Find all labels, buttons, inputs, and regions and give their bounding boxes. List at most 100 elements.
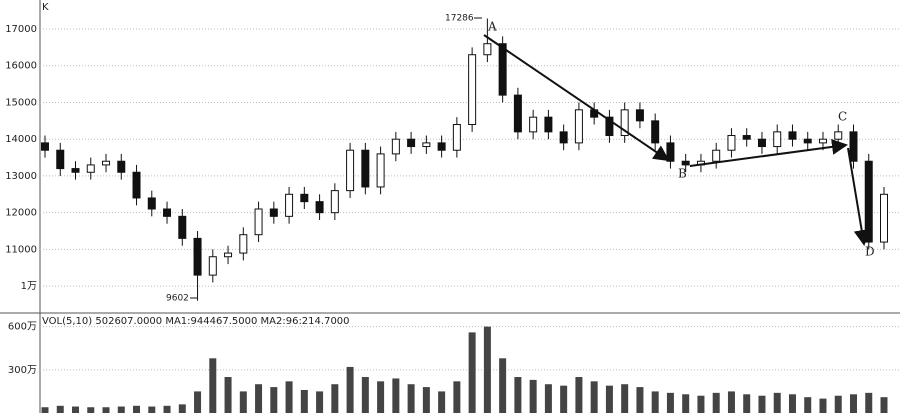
volume-bar — [773, 392, 781, 413]
volume-bar — [483, 326, 491, 413]
volume-bar — [41, 407, 49, 413]
y-tick-label: 14000 — [5, 134, 37, 145]
volume-bar — [239, 391, 247, 413]
volume-bar — [743, 394, 751, 413]
candle-body — [651, 120, 660, 144]
candle-body — [224, 252, 233, 258]
volume-bar — [499, 358, 507, 413]
candle-body — [452, 124, 461, 151]
candle-body — [483, 43, 492, 56]
volume-bar — [102, 407, 110, 413]
volume-bar — [255, 384, 263, 413]
volume-bar — [682, 394, 690, 413]
volume-bar — [758, 395, 766, 413]
volume-bar — [514, 377, 522, 413]
candle-body — [712, 149, 721, 162]
volume-bar — [194, 391, 202, 413]
y-tick-label: 15000 — [5, 97, 37, 108]
volume-bar — [865, 392, 873, 413]
volume-bar — [651, 391, 659, 413]
volume-bar — [438, 391, 446, 413]
candle-body — [468, 54, 477, 126]
candle-body — [239, 234, 248, 254]
volume-bar — [300, 389, 308, 413]
candle-body — [788, 131, 797, 140]
candle-body — [437, 142, 446, 151]
y-tick-label: 13000 — [5, 171, 37, 182]
volume-bar — [468, 332, 476, 413]
volume-bar — [331, 384, 339, 413]
volume-bar — [590, 381, 598, 413]
volume-bar — [697, 395, 705, 413]
candle-body — [880, 193, 888, 243]
volume-bar — [605, 385, 613, 413]
candle-body — [178, 215, 187, 239]
annotation: B — [678, 167, 687, 181]
y-tick-label: 16000 — [5, 61, 37, 72]
volume-bar — [788, 394, 796, 413]
volume-bar — [621, 384, 629, 413]
candle-body — [147, 197, 156, 210]
candle-body — [193, 237, 202, 276]
candle-body — [285, 193, 294, 217]
candle-body — [544, 116, 553, 133]
candle-body — [605, 116, 614, 137]
y-tick-label: 300万 — [8, 365, 37, 376]
volume-bar — [316, 391, 324, 413]
candle-body — [529, 116, 538, 133]
candle-body — [422, 142, 431, 148]
candle-body — [803, 138, 812, 144]
volume-bar — [72, 406, 80, 413]
volume-bar — [377, 381, 385, 413]
annotation: C — [838, 110, 847, 124]
volume-bar — [209, 358, 217, 413]
y-axis-label: K — [42, 2, 49, 13]
y-tick-label: 11000 — [5, 244, 37, 255]
annotation: 9602 — [166, 294, 189, 304]
volume-bar — [834, 395, 842, 413]
volume-bar — [544, 384, 552, 413]
volume-bar — [56, 405, 64, 413]
volume-bar — [560, 385, 568, 413]
candle-body — [559, 131, 568, 144]
volume-bar — [575, 377, 583, 413]
candle-body — [773, 131, 782, 148]
candle-body — [346, 149, 355, 192]
volume-bar — [163, 405, 171, 413]
volume-bar — [224, 377, 232, 413]
candle-body — [620, 109, 629, 137]
volume-header: VOL(5,10) 502607.0000 MA1:944467.5000 MA… — [42, 316, 350, 327]
candle-body — [757, 138, 766, 148]
volume-bar — [346, 366, 354, 413]
candle-body — [208, 256, 217, 276]
volume-bar — [727, 391, 735, 413]
volume-bar — [392, 378, 400, 413]
y-tick-label: 1万 — [21, 281, 37, 292]
annotations: 17286 9602 A B C D — [166, 14, 875, 304]
candle-body — [361, 149, 370, 188]
candle-body — [315, 201, 324, 214]
volume-bar — [529, 379, 537, 413]
candle-body — [574, 109, 583, 144]
arrow — [847, 147, 870, 246]
y-tick-label: 17000 — [5, 24, 37, 35]
candle-body — [86, 164, 95, 173]
candle-body — [742, 135, 751, 140]
candle-body — [834, 131, 843, 140]
volume-bar — [117, 406, 125, 413]
candle-body — [391, 138, 400, 155]
candle-body — [513, 94, 522, 133]
volume-bar — [178, 404, 186, 413]
candle-body — [376, 153, 385, 188]
annotation: D — [865, 245, 875, 259]
y-tick-label: 600万 — [8, 322, 37, 333]
candle-body — [254, 208, 263, 236]
volume-bar — [285, 381, 293, 413]
annotation: A — [487, 20, 497, 34]
volume-bar — [148, 406, 156, 413]
volume-bar — [880, 397, 888, 413]
candle-body — [727, 135, 736, 151]
candle-body — [681, 160, 690, 166]
candle-body — [407, 138, 416, 148]
